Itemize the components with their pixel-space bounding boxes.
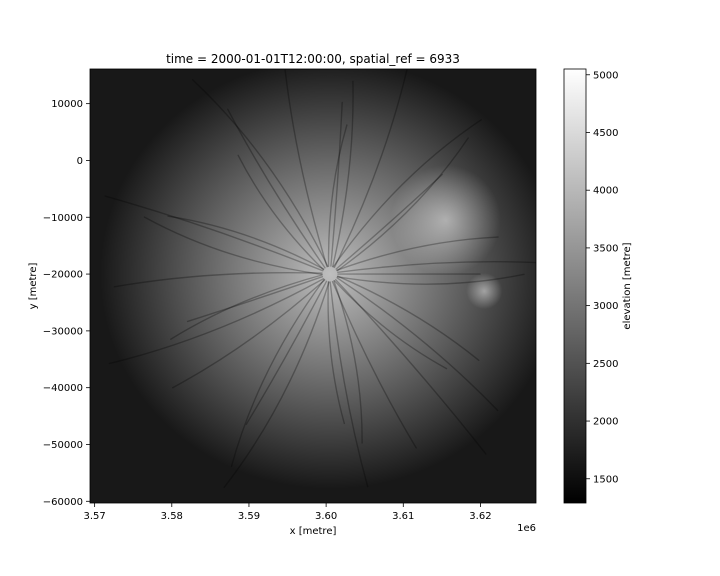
valley-line xyxy=(167,215,325,270)
valley-line xyxy=(104,195,324,272)
valley-line xyxy=(191,79,329,268)
colorbar-tick-label: 4000 xyxy=(593,186,618,197)
valley-line xyxy=(336,277,499,412)
valley-line xyxy=(335,173,443,270)
valley-line xyxy=(327,281,345,425)
x-offset-label: 1e6 xyxy=(517,523,536,534)
valley-line xyxy=(333,280,448,370)
valley-line xyxy=(172,279,326,389)
plot-area xyxy=(89,68,537,504)
valley-line xyxy=(329,281,369,488)
valley-line xyxy=(170,274,323,340)
drainage-valleys xyxy=(104,69,536,488)
valley-line xyxy=(284,69,328,268)
colorbar-tick-label: 2000 xyxy=(593,417,618,428)
valley-line xyxy=(331,280,417,449)
y-tick-label: −60000 xyxy=(43,497,83,508)
colorbar: 1500 2000 2500 3000 3500 4000 4500 5000 elevati… xyxy=(563,68,633,504)
y-tick-label: 0 xyxy=(77,156,83,167)
valley-line xyxy=(237,154,325,271)
valley-line xyxy=(332,119,482,268)
chart-title: time = 2000-01-01T12:00:00, spatial_ref … xyxy=(166,52,460,66)
valley-line xyxy=(333,69,408,269)
colorbar-tick-label: 1500 xyxy=(593,474,618,485)
x-tick-label: 3.62 xyxy=(469,511,491,522)
x-tick-label: 3.59 xyxy=(238,511,260,522)
valley-line xyxy=(330,101,343,267)
valley-line xyxy=(186,276,324,323)
valley-line xyxy=(227,108,326,269)
x-tick-label: 3.60 xyxy=(315,511,337,522)
y-axis-label: y [metre] xyxy=(28,263,39,310)
y-tick-label: −10000 xyxy=(43,213,83,224)
secondary-peak-glow xyxy=(466,273,503,310)
colorbar-tick-label: 3500 xyxy=(593,243,618,254)
valley-line xyxy=(143,216,323,276)
x-axis: 3.57 3.58 3.59 3.60 3.61 3.62 xyxy=(83,503,492,522)
x-axis-label: x [metre] xyxy=(290,526,337,537)
secondary-peak-glow xyxy=(390,165,501,276)
x-tick-label: 3.58 xyxy=(161,511,183,522)
valley-line xyxy=(245,280,328,425)
y-tick-label: 10000 xyxy=(51,99,83,110)
plot-frame xyxy=(89,68,537,504)
colorbar-tick-label: 4500 xyxy=(593,128,618,139)
y-tick-label: −20000 xyxy=(43,270,83,281)
x-tick-label: 3.57 xyxy=(83,511,105,522)
colorbar-tick-label: 2500 xyxy=(593,359,618,370)
valley-line xyxy=(337,275,480,361)
valley-line xyxy=(327,124,348,267)
valley-line xyxy=(332,80,354,268)
valley-line xyxy=(336,137,469,272)
valley-line xyxy=(333,280,363,444)
valley-line xyxy=(336,236,499,271)
colorbar-tick-label: 3000 xyxy=(593,301,618,312)
valley-line xyxy=(336,273,525,285)
y-tick-label: −40000 xyxy=(43,383,83,394)
colorbar-ticks: 1500 2000 2500 3000 3500 4000 4500 5000 xyxy=(586,70,618,485)
colorbar-gradient xyxy=(563,68,587,504)
y-axis: 10000 0 −10000 −20000 −30000 −40000 −50000 −600… xyxy=(43,99,90,508)
valley-line xyxy=(223,281,330,488)
y-tick-label: −50000 xyxy=(43,440,83,451)
valley-line xyxy=(230,278,325,467)
valley-line xyxy=(335,279,487,455)
valley-line xyxy=(108,278,325,365)
valley-line xyxy=(337,261,536,273)
colorbar-label: elevation [metre] xyxy=(622,242,633,329)
valley-line xyxy=(113,271,323,288)
y-tick-label: −30000 xyxy=(43,326,83,337)
summit-glow xyxy=(99,69,536,490)
x-tick-label: 3.61 xyxy=(392,511,414,522)
colorbar-tick-label: 5000 xyxy=(593,70,618,81)
